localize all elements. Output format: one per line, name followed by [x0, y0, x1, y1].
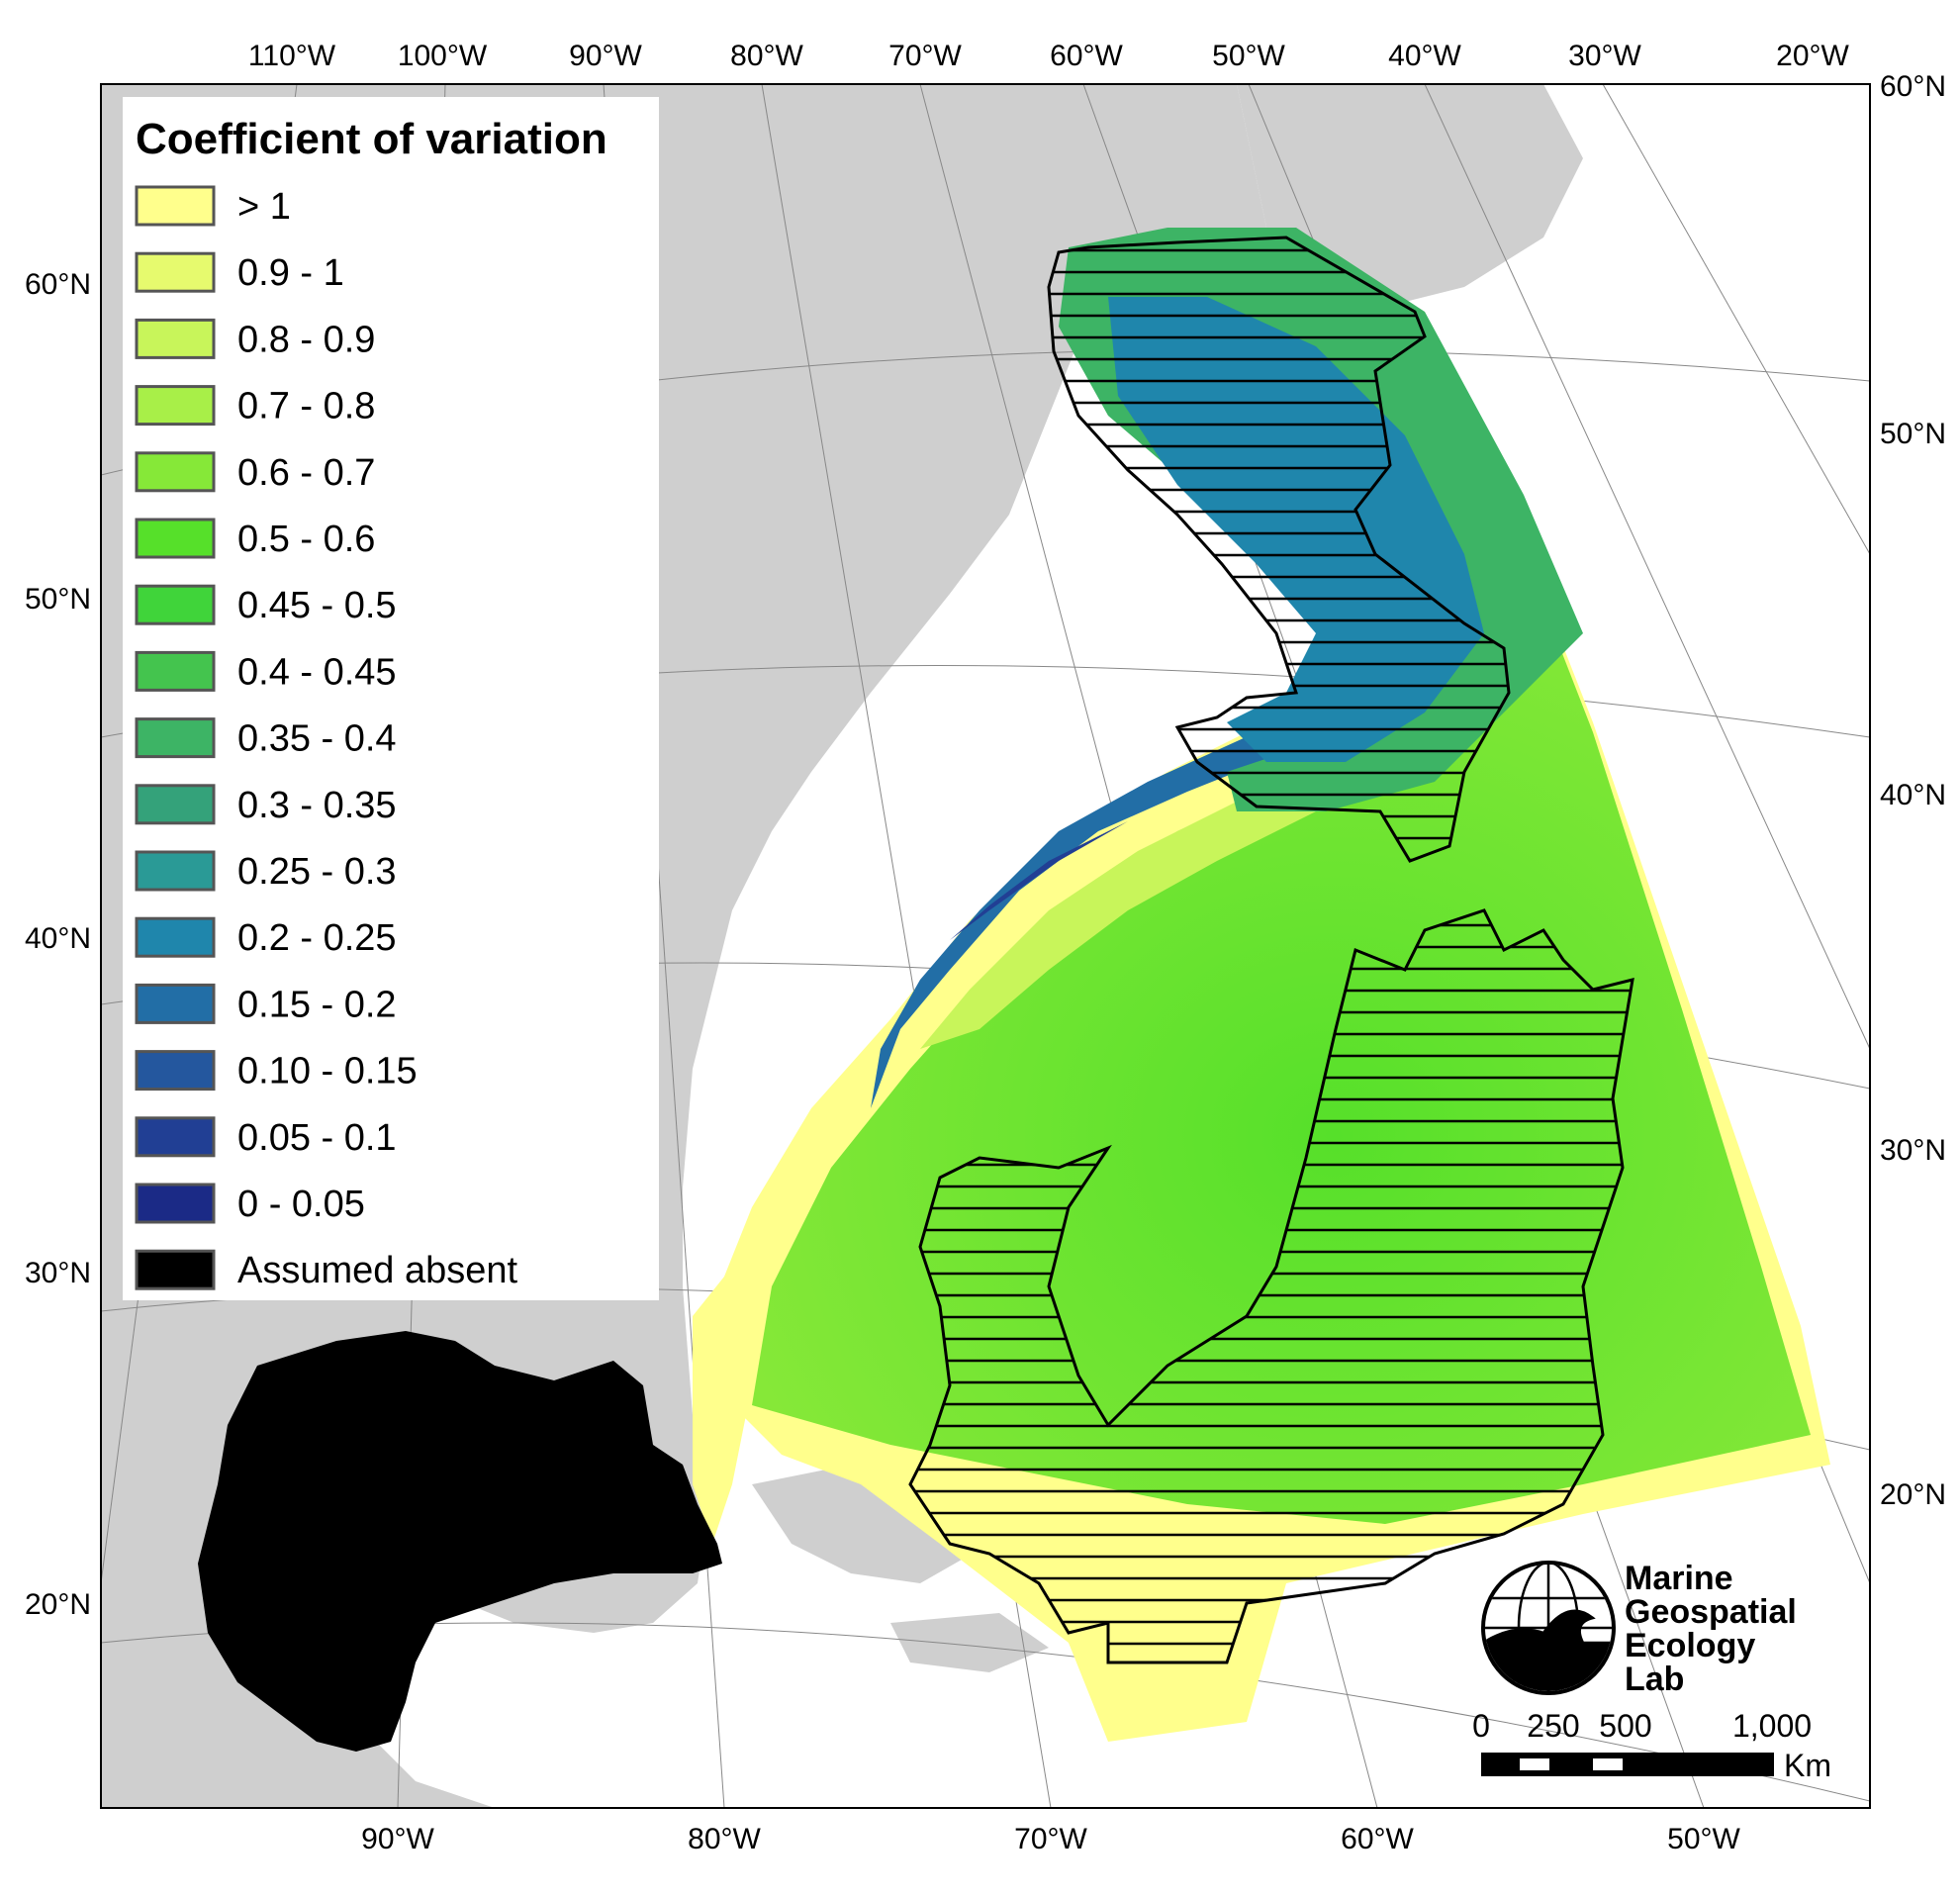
top-lon-label: 80°W	[730, 40, 803, 72]
scale-label-0: 0	[1472, 1708, 1490, 1744]
assumed-absent-region	[198, 1331, 722, 1752]
legend-label: 0.05 - 0.1	[237, 1117, 397, 1159]
left-lat-label: 60°N	[25, 268, 91, 301]
legend-label: 0.35 - 0.4	[237, 718, 397, 760]
legend-items: > 1 0.9 - 1 0.8 - 0.9 0.7 - 0.8 0.6 - 0.7 0.5…	[135, 185, 517, 1291]
legend-swatch	[135, 584, 216, 625]
legend-label: > 1	[237, 186, 291, 228]
right-lat-label: 60°N	[1880, 70, 1946, 103]
top-lon-label: 50°W	[1212, 40, 1285, 72]
left-lat-label: 50°N	[25, 583, 91, 616]
globe-icon	[1481, 1561, 1616, 1695]
right-lat-label: 40°N	[1880, 779, 1946, 811]
bottom-lon-label: 60°W	[1341, 1823, 1414, 1855]
top-longitude-labels: 110°W 100°W 90°W 80°W 70°W 60°W 50°W 40°W 30°W 20…	[248, 40, 1850, 72]
legend-swatch	[135, 983, 216, 1024]
cv-zone-florida	[693, 1267, 752, 1544]
legend-swatch	[135, 451, 216, 493]
legend-swatch	[135, 318, 216, 359]
top-lon-label: 30°W	[1568, 40, 1641, 72]
scale-label-250: 250	[1527, 1708, 1579, 1744]
legend: Coefficient of variation > 1 0.9 - 1 0.8 -…	[123, 97, 659, 1300]
legend-label: 0.7 - 0.8	[237, 386, 375, 427]
lab-logo: Marine Geospatial Ecology Lab	[1481, 1560, 1797, 1698]
legend-label: 0.4 - 0.45	[237, 651, 397, 693]
logo-line-1: Marine	[1625, 1560, 1733, 1597]
top-lon-label: 60°W	[1050, 40, 1123, 72]
legend-label: Assumed absent	[237, 1250, 517, 1291]
legend-label: 0.9 - 1	[237, 252, 344, 294]
hatched-regions	[908, 236, 1634, 1664]
logo-line-4: Lab	[1625, 1661, 1684, 1698]
legend-label: 0.5 - 0.6	[237, 519, 375, 560]
legend-swatch	[135, 717, 216, 759]
logo-line-2: Geospatial	[1625, 1593, 1797, 1631]
legend-label: 0 - 0.05	[237, 1184, 365, 1225]
legend-background	[123, 97, 659, 1300]
bottom-longitude-labels: 90°W 80°W 70°W 60°W 50°W	[361, 1823, 1740, 1855]
right-lat-label: 30°N	[1880, 1134, 1946, 1167]
top-lon-label: 70°W	[888, 40, 962, 72]
legend-label: 0.8 - 0.9	[237, 319, 375, 360]
right-lat-label: 50°N	[1880, 418, 1946, 450]
right-latitude-labels: 60°N 50°N 40°N 30°N 20°N	[1880, 70, 1946, 1511]
legend-swatch	[135, 1249, 216, 1290]
top-lon-label: 20°W	[1776, 40, 1849, 72]
legend-label: 0.2 - 0.25	[237, 917, 397, 959]
legend-swatch	[135, 185, 216, 227]
hatched-south	[908, 908, 1634, 1664]
legend-swatch	[135, 650, 216, 692]
bottom-lon-label: 50°W	[1667, 1823, 1740, 1855]
legend-swatch	[135, 385, 216, 427]
scale-unit: Km	[1784, 1748, 1831, 1783]
legend-label: 0.3 - 0.35	[237, 785, 397, 826]
legend-label: 0.25 - 0.3	[237, 851, 397, 893]
left-lat-label: 40°N	[25, 922, 91, 955]
map-frame	[100, 83, 1871, 1809]
top-lon-label: 100°W	[398, 40, 488, 72]
top-lon-label: 110°W	[248, 40, 336, 72]
legend-swatch	[135, 784, 216, 825]
legend-swatch	[135, 1183, 216, 1224]
legend-swatch	[135, 850, 216, 892]
legend-label: 0.45 - 0.5	[237, 585, 397, 626]
scale-label-500: 500	[1599, 1708, 1651, 1744]
legend-swatch	[135, 518, 216, 559]
scale-label-1000: 1,000	[1732, 1708, 1812, 1744]
legend-swatch	[135, 1050, 216, 1092]
hatched-north	[1047, 236, 1511, 863]
bottom-lon-label: 70°W	[1014, 1823, 1087, 1855]
bottom-lon-label: 80°W	[688, 1823, 761, 1855]
scale-bar: 0 250 500 1,000 Km	[1472, 1708, 1831, 1783]
legend-swatch	[135, 1116, 216, 1158]
legend-swatch	[135, 916, 216, 958]
top-lon-label: 90°W	[569, 40, 642, 72]
left-lat-label: 30°N	[25, 1257, 91, 1289]
legend-title: Coefficient of variation	[136, 115, 607, 163]
left-latitude-labels: 60°N 50°N 40°N 30°N 20°N	[25, 268, 91, 1621]
right-lat-label: 20°N	[1880, 1478, 1946, 1511]
legend-label: 0.6 - 0.7	[237, 452, 375, 494]
left-lat-label: 20°N	[25, 1588, 91, 1621]
bottom-lon-label: 90°W	[361, 1823, 434, 1855]
top-lon-label: 40°W	[1388, 40, 1461, 72]
legend-label: 0.15 - 0.2	[237, 984, 397, 1025]
legend-label: 0.10 - 0.15	[237, 1051, 418, 1092]
legend-swatch	[135, 251, 216, 293]
logo-line-3: Ecology	[1625, 1627, 1755, 1664]
